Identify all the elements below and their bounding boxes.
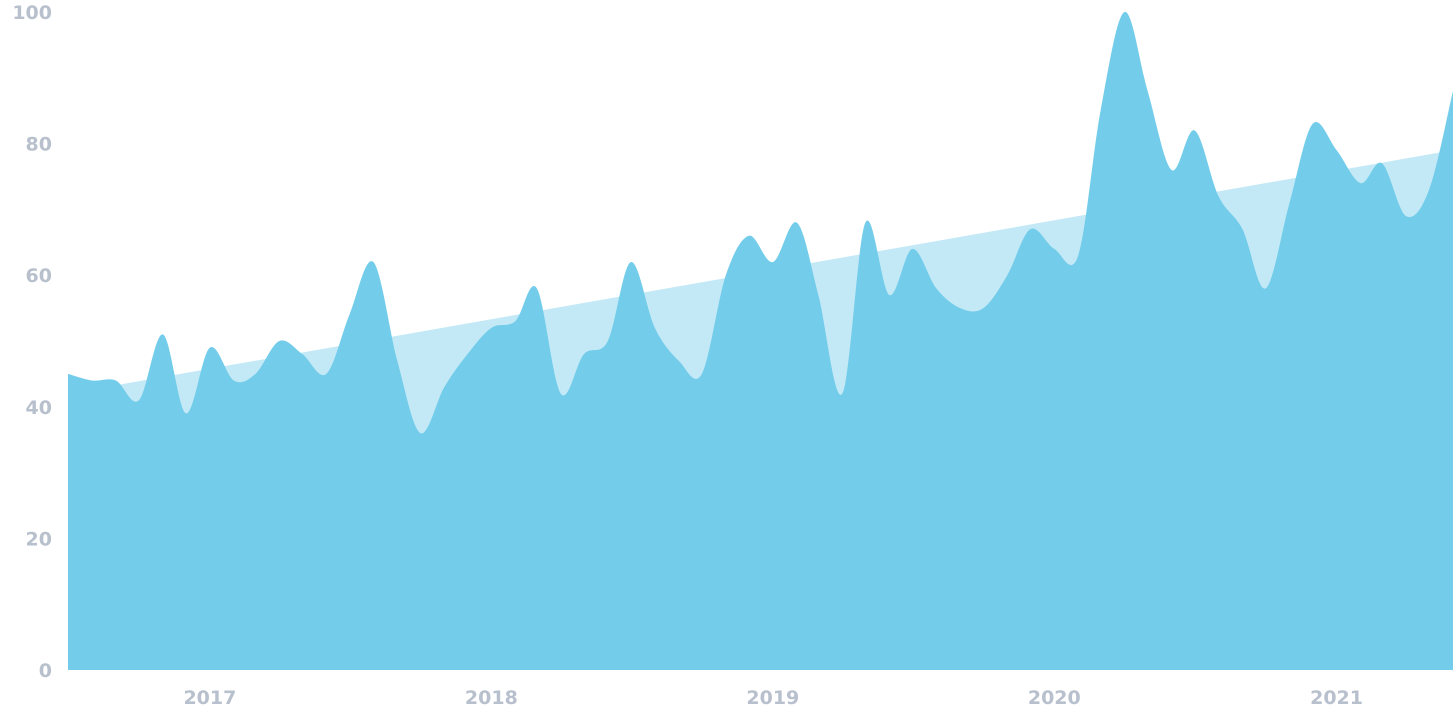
x-tick-label: 2021	[1310, 687, 1363, 709]
y-tick-label: 100	[12, 2, 52, 24]
x-tick-label: 2017	[183, 687, 236, 709]
y-tick-label: 60	[26, 265, 52, 287]
y-tick-label: 80	[26, 134, 52, 156]
y-tick-label: 20	[26, 528, 52, 550]
x-tick-label: 2019	[746, 687, 799, 709]
series-area	[68, 11, 1453, 670]
x-tick-label: 2020	[1028, 687, 1081, 709]
y-tick-label: 0	[39, 660, 52, 682]
y-axis: 0 20 40 60 80 100	[12, 2, 52, 682]
y-tick-label: 40	[26, 397, 52, 419]
x-tick-label: 2018	[465, 687, 518, 709]
x-axis: 2017 2018 2019 2020 2021	[183, 687, 1363, 709]
